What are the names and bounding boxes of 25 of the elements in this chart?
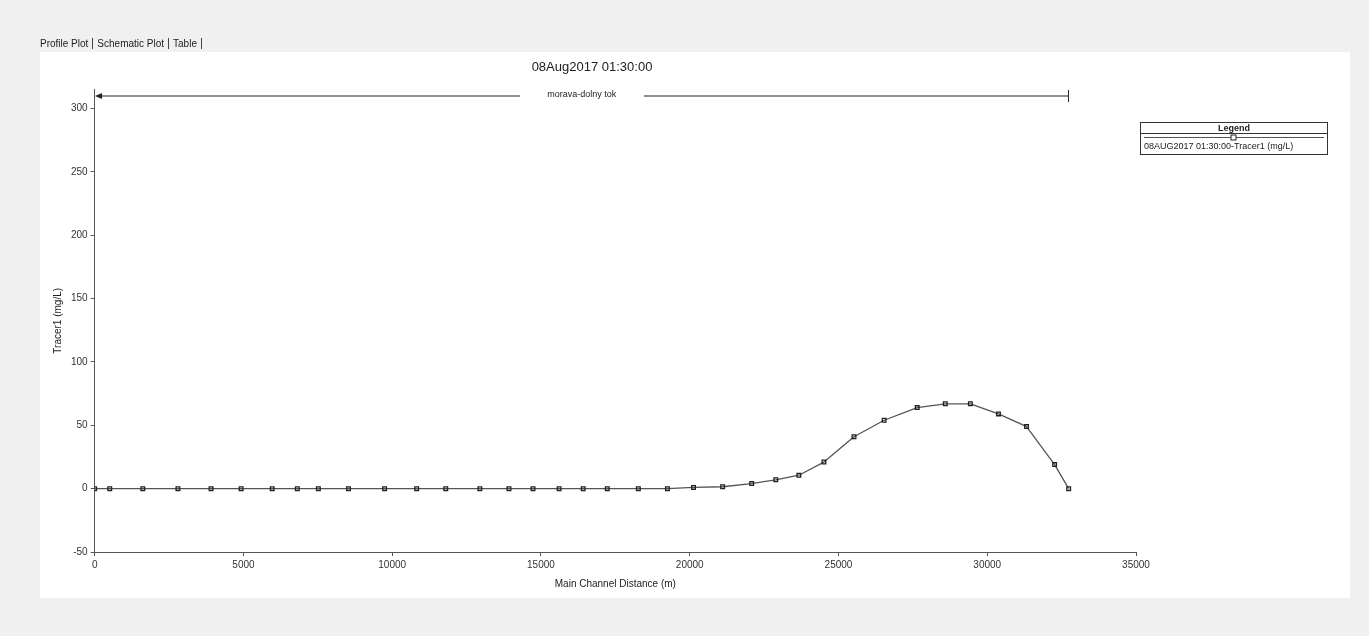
y-tick-label: 150	[71, 292, 89, 304]
annotation: morava-dolny tok	[546, 88, 618, 99]
y-tick-label: 200	[71, 229, 89, 241]
x-tick-label: 35000	[1122, 558, 1151, 570]
text: Profile Plot	[40, 38, 94, 49]
legend-title: Legend	[1141, 123, 1327, 134]
x-tick-label: 25000	[824, 558, 853, 570]
y-tick-label: 300	[71, 102, 89, 114]
y-tick-label: 100	[71, 355, 89, 367]
chart-title: 08Aug2017 01:30:00	[531, 59, 653, 75]
y-axis-title: Tracer1 (mg/L)	[51, 287, 63, 354]
y-tick-label: 50	[76, 419, 89, 431]
x-tick-label: 15000	[527, 558, 556, 570]
x-tick-label: 10000	[378, 558, 407, 570]
text: Table	[173, 38, 202, 49]
legend-label: 08AUG2017 01:30:00-Tracer1 (mg/L)	[1144, 141, 1295, 151]
y-tick-label: -50	[73, 545, 89, 557]
x-tick-label: 5000	[232, 558, 255, 570]
x-tick-label: 30000	[973, 558, 1002, 570]
x-tick-label: 20000	[675, 558, 705, 570]
x-tick-label: 0	[91, 558, 98, 570]
x-axis-title: Main Channel Distance (m)	[554, 577, 676, 589]
text: Schematic Plot	[97, 38, 170, 49]
y-tick-label: 0	[82, 482, 89, 494]
y-tick-label: 250	[71, 165, 89, 177]
